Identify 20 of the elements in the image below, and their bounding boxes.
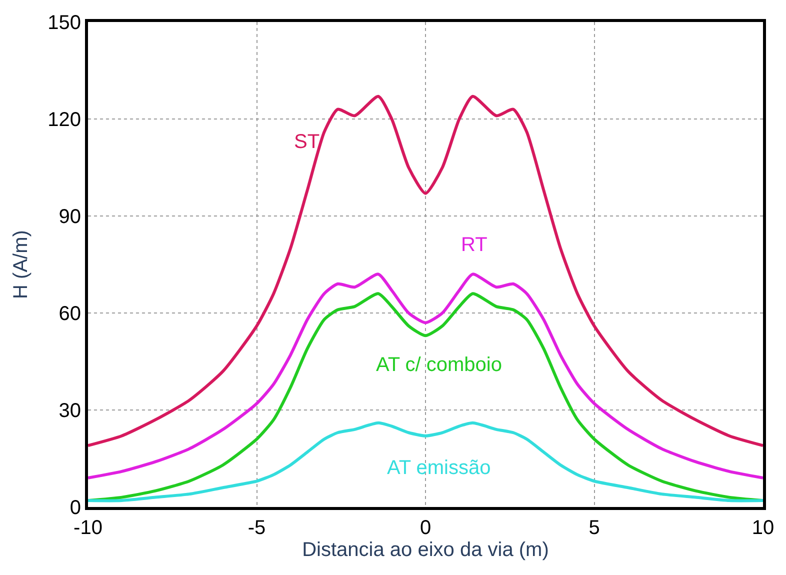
y-tick-label: 120 bbox=[48, 109, 81, 131]
y-tick-label: 90 bbox=[58, 206, 81, 228]
x-axis-title: Distancia ao eixo da via (m) bbox=[302, 539, 549, 561]
series-label: RT bbox=[461, 234, 488, 256]
line-series bbox=[88, 421, 763, 502]
x-tick-label: 0 bbox=[420, 517, 432, 539]
y-axis-title: H (A/m) bbox=[10, 230, 32, 299]
line-series bbox=[88, 94, 763, 448]
series-label: AT emissão bbox=[387, 457, 491, 479]
y-tick-label: 60 bbox=[58, 303, 81, 325]
x-tick-label: -10 bbox=[74, 517, 102, 539]
series-label: AT c/ comboio bbox=[376, 354, 502, 376]
y-tick-label: 150 bbox=[48, 12, 81, 34]
y-tick-label: 0 bbox=[70, 497, 81, 519]
line-series bbox=[88, 272, 763, 480]
y-tick-label: 30 bbox=[58, 400, 81, 422]
x-tick-label: 5 bbox=[588, 517, 600, 539]
series-label: ST bbox=[294, 131, 320, 153]
x-tick-label: 10 bbox=[752, 517, 774, 539]
x-tick-label: -5 bbox=[248, 517, 266, 539]
